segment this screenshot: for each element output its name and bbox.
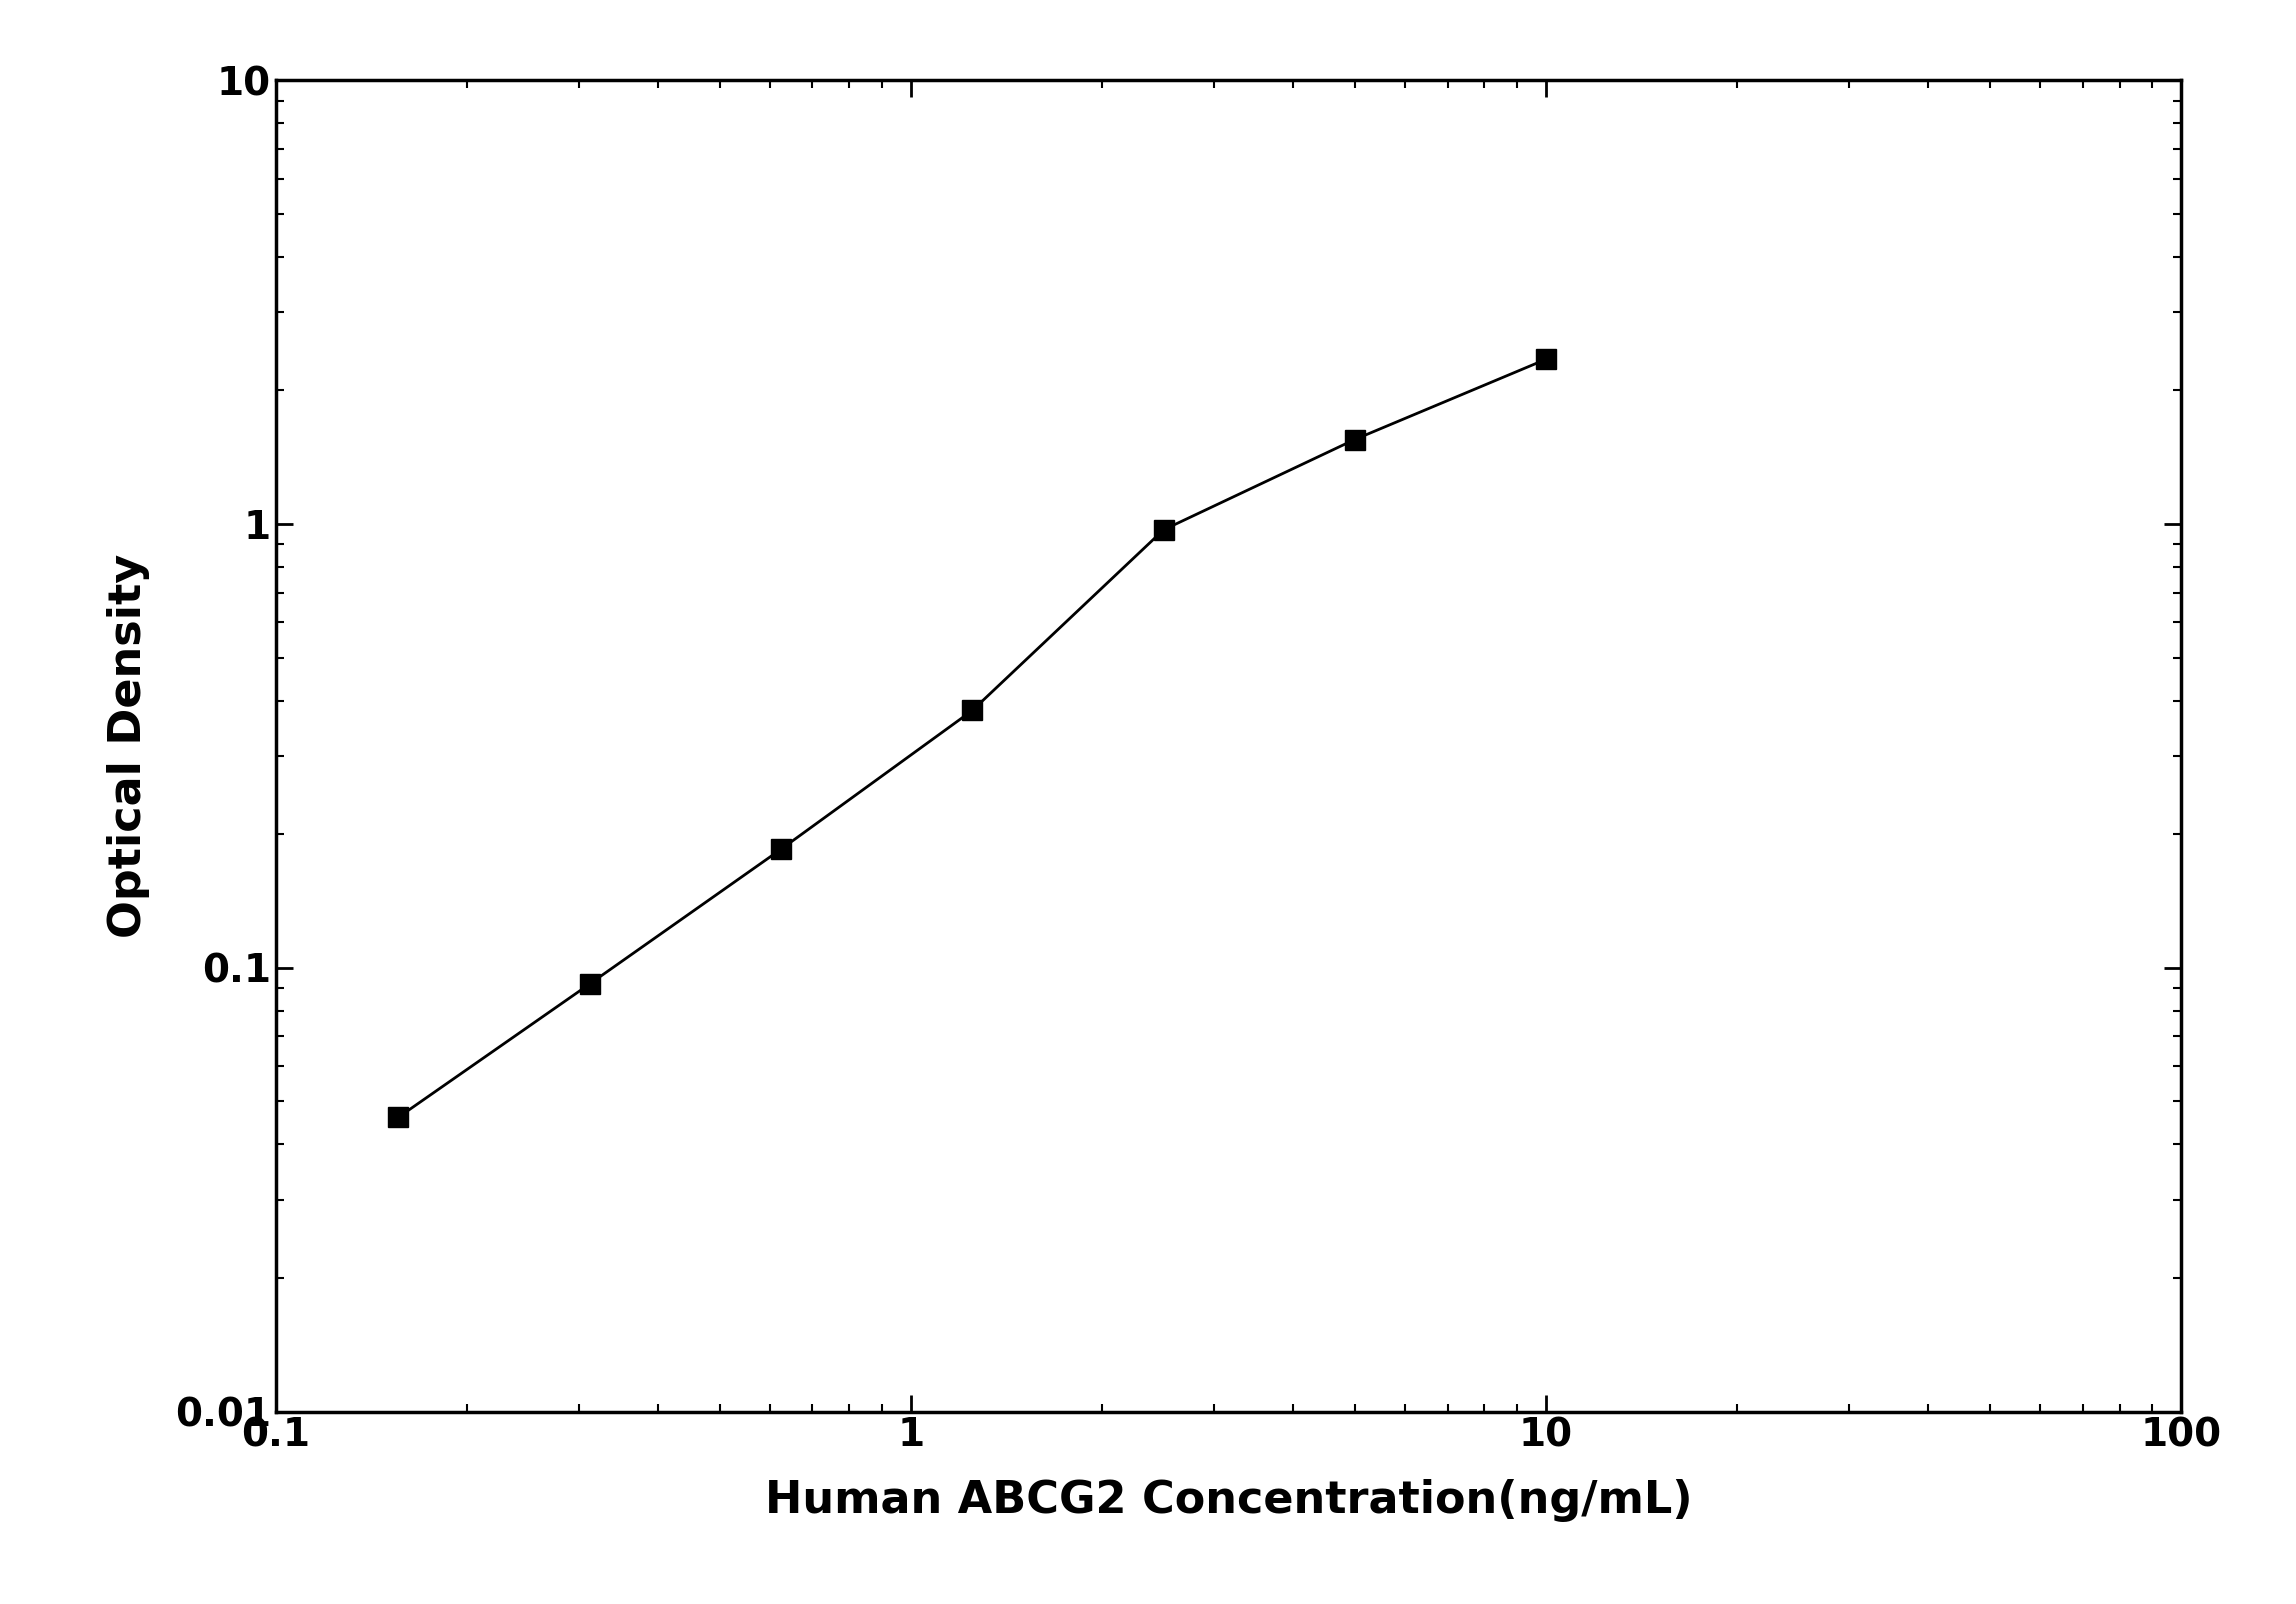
Y-axis label: Optical Density: Optical Density bbox=[106, 553, 149, 938]
X-axis label: Human ABCG2 Concentration(ng/mL): Human ABCG2 Concentration(ng/mL) bbox=[765, 1479, 1692, 1522]
